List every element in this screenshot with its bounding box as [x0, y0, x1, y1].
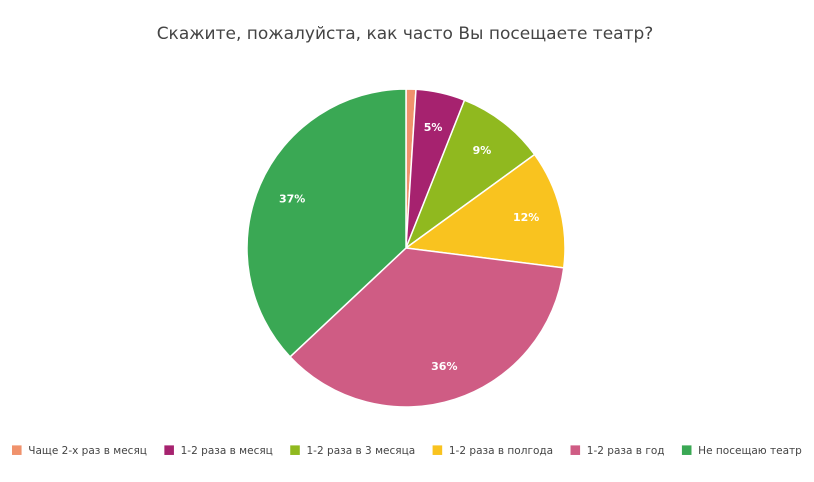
legend: Чаще 2-х раз в месяц 1-2 раза в месяц 1-2 … [12, 445, 802, 457]
legend-label: Не посещаю театр [698, 445, 802, 457]
legend-item-3[interactable]: 1-2 раза в 3 месяца [290, 445, 415, 457]
legend-swatch [681, 445, 692, 455]
legend-item-1[interactable]: Чаще 2-х раз в месяц [12, 445, 147, 457]
chart-title: Скажите, пожалуйста, как часто Вы посеща… [157, 24, 654, 44]
legend-item-6[interactable]: Не посещаю театр [681, 445, 802, 457]
legend-label: 1-2 раза в 3 месяца [307, 445, 416, 457]
legend-label: Чаще 2-х раз в месяц [28, 445, 147, 457]
pie-slice-6[interactable] [246, 88, 407, 358]
legend-swatch [432, 445, 443, 455]
pie-slice-4[interactable] [404, 153, 566, 269]
legend-swatch [164, 445, 174, 455]
legend-item-4[interactable]: 1-2 раза в полгода [432, 445, 554, 457]
slice-label-6: 37% [279, 193, 305, 206]
legend-swatch [570, 445, 581, 455]
legend-label: 1-2 раза в месяц [181, 445, 273, 457]
legend-item-2[interactable]: 1-2 раза в месяц [164, 445, 273, 457]
pie-slice-5[interactable] [289, 247, 565, 408]
slice-label-5: 36% [431, 360, 457, 373]
pie-slices [246, 88, 566, 408]
slice-label-4: 12% [513, 211, 539, 224]
legend-swatch [290, 445, 300, 455]
legend-label: 1-2 раза в полгода [449, 445, 553, 457]
legend-item-5[interactable]: 1-2 раза в год [570, 445, 665, 457]
slice-label-2: 5% [424, 121, 443, 134]
slice-label-3: 9% [473, 144, 492, 157]
pie-slice-3[interactable] [404, 99, 536, 251]
legend-swatch [12, 445, 22, 455]
slice-labels: 5% 9% 12% 36% 37% [279, 121, 539, 373]
legend-label: 1-2 раза в год [587, 445, 665, 457]
